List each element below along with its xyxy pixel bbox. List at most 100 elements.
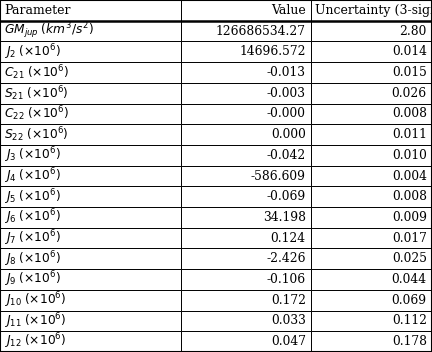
Bar: [181, 249, 311, 269]
Text: Parameter: Parameter: [4, 4, 71, 17]
Bar: [0, 0, 181, 21]
Text: 0.014: 0.014: [392, 45, 427, 58]
Text: $J_{10}\;({\times}10^6)$: $J_{10}\;({\times}10^6)$: [4, 290, 67, 310]
Bar: [0, 21, 181, 42]
Text: 2.80: 2.80: [400, 25, 427, 38]
Bar: [181, 83, 311, 103]
Bar: [181, 269, 311, 290]
Text: 0.009: 0.009: [392, 211, 427, 224]
Text: -0.013: -0.013: [267, 66, 306, 79]
Bar: [311, 62, 432, 83]
Bar: [0, 83, 181, 103]
Text: 0.033: 0.033: [271, 314, 306, 327]
Text: 0.124: 0.124: [271, 232, 306, 245]
Text: $J_4\;({\times}10^6)$: $J_4\;({\times}10^6)$: [4, 166, 61, 186]
Bar: [181, 186, 311, 207]
Text: -0.003: -0.003: [267, 87, 306, 100]
Bar: [0, 42, 181, 62]
Text: $J_2\;({\times}10^6)$: $J_2\;({\times}10^6)$: [4, 42, 61, 62]
Text: $J_3\;({\times}10^6)$: $J_3\;({\times}10^6)$: [4, 145, 61, 165]
Text: $J_9\;({\times}10^6)$: $J_9\;({\times}10^6)$: [4, 270, 61, 289]
Bar: [311, 0, 432, 21]
Bar: [0, 290, 181, 310]
Text: $C_{21}\;({\times}10^6)$: $C_{21}\;({\times}10^6)$: [4, 63, 70, 82]
Bar: [311, 186, 432, 207]
Text: $C_{22}\;({\times}10^6)$: $C_{22}\;({\times}10^6)$: [4, 105, 70, 123]
Text: $J_7\;({\times}10^6)$: $J_7\;({\times}10^6)$: [4, 228, 61, 248]
Bar: [311, 21, 432, 42]
Bar: [181, 103, 311, 124]
Text: $GM_{jup}\;(km^3/s^2)$: $GM_{jup}\;(km^3/s^2)$: [4, 21, 94, 41]
Text: 0.025: 0.025: [392, 252, 427, 265]
Bar: [181, 228, 311, 249]
Text: 0.026: 0.026: [392, 87, 427, 100]
Text: $J_{12}\;({\times}10^6)$: $J_{12}\;({\times}10^6)$: [4, 332, 67, 351]
Bar: [0, 207, 181, 228]
Bar: [311, 166, 432, 186]
Text: -0.069: -0.069: [267, 190, 306, 203]
Bar: [181, 331, 311, 352]
Bar: [181, 207, 311, 228]
Bar: [181, 0, 311, 21]
Bar: [0, 269, 181, 290]
Bar: [181, 166, 311, 186]
Text: 0.112: 0.112: [392, 314, 427, 327]
Bar: [0, 186, 181, 207]
Text: 0.011: 0.011: [392, 128, 427, 141]
Text: $J_6\;({\times}10^6)$: $J_6\;({\times}10^6)$: [4, 208, 61, 227]
Text: $S_{21}\;({\times}10^6)$: $S_{21}\;({\times}10^6)$: [4, 84, 69, 102]
Text: $J_8\;({\times}10^6)$: $J_8\;({\times}10^6)$: [4, 249, 61, 269]
Bar: [181, 310, 311, 331]
Bar: [181, 145, 311, 166]
Bar: [0, 124, 181, 145]
Text: Value: Value: [271, 4, 306, 17]
Text: -586.609: -586.609: [251, 170, 306, 182]
Text: 0.047: 0.047: [271, 335, 306, 348]
Text: -0.042: -0.042: [267, 149, 306, 162]
Bar: [311, 331, 432, 352]
Bar: [0, 310, 181, 331]
Bar: [0, 62, 181, 83]
Text: 0.000: 0.000: [271, 128, 306, 141]
Bar: [311, 83, 432, 103]
Bar: [181, 62, 311, 83]
Text: 0.008: 0.008: [392, 190, 427, 203]
Text: 0.178: 0.178: [392, 335, 427, 348]
Bar: [0, 249, 181, 269]
Bar: [311, 249, 432, 269]
Bar: [181, 42, 311, 62]
Text: 126686534.27: 126686534.27: [216, 25, 306, 38]
Text: 0.010: 0.010: [392, 149, 427, 162]
Text: 0.172: 0.172: [271, 294, 306, 307]
Text: -2.426: -2.426: [267, 252, 306, 265]
Bar: [311, 145, 432, 166]
Text: 0.017: 0.017: [392, 232, 427, 245]
Bar: [181, 290, 311, 310]
Bar: [311, 290, 432, 310]
Bar: [311, 103, 432, 124]
Bar: [311, 42, 432, 62]
Bar: [311, 269, 432, 290]
Bar: [0, 103, 181, 124]
Bar: [0, 145, 181, 166]
Bar: [311, 207, 432, 228]
Text: 0.004: 0.004: [392, 170, 427, 182]
Text: 0.015: 0.015: [392, 66, 427, 79]
Text: $S_{22}\;({\times}10^6)$: $S_{22}\;({\times}10^6)$: [4, 125, 69, 144]
Text: 0.044: 0.044: [392, 273, 427, 286]
Text: 34.198: 34.198: [263, 211, 306, 224]
Text: 0.069: 0.069: [392, 294, 427, 307]
Bar: [311, 228, 432, 249]
Text: 0.008: 0.008: [392, 107, 427, 120]
Bar: [311, 310, 432, 331]
Bar: [0, 331, 181, 352]
Text: $J_{11}\;({\times}10^6)$: $J_{11}\;({\times}10^6)$: [4, 311, 67, 331]
Bar: [181, 124, 311, 145]
Text: 14696.572: 14696.572: [239, 45, 306, 58]
Text: -0.106: -0.106: [267, 273, 306, 286]
Text: -0.000: -0.000: [267, 107, 306, 120]
Text: $J_5\;({\times}10^6)$: $J_5\;({\times}10^6)$: [4, 187, 61, 207]
Text: Uncertainty (3-sigma): Uncertainty (3-sigma): [315, 4, 432, 17]
Bar: [0, 228, 181, 249]
Bar: [181, 21, 311, 42]
